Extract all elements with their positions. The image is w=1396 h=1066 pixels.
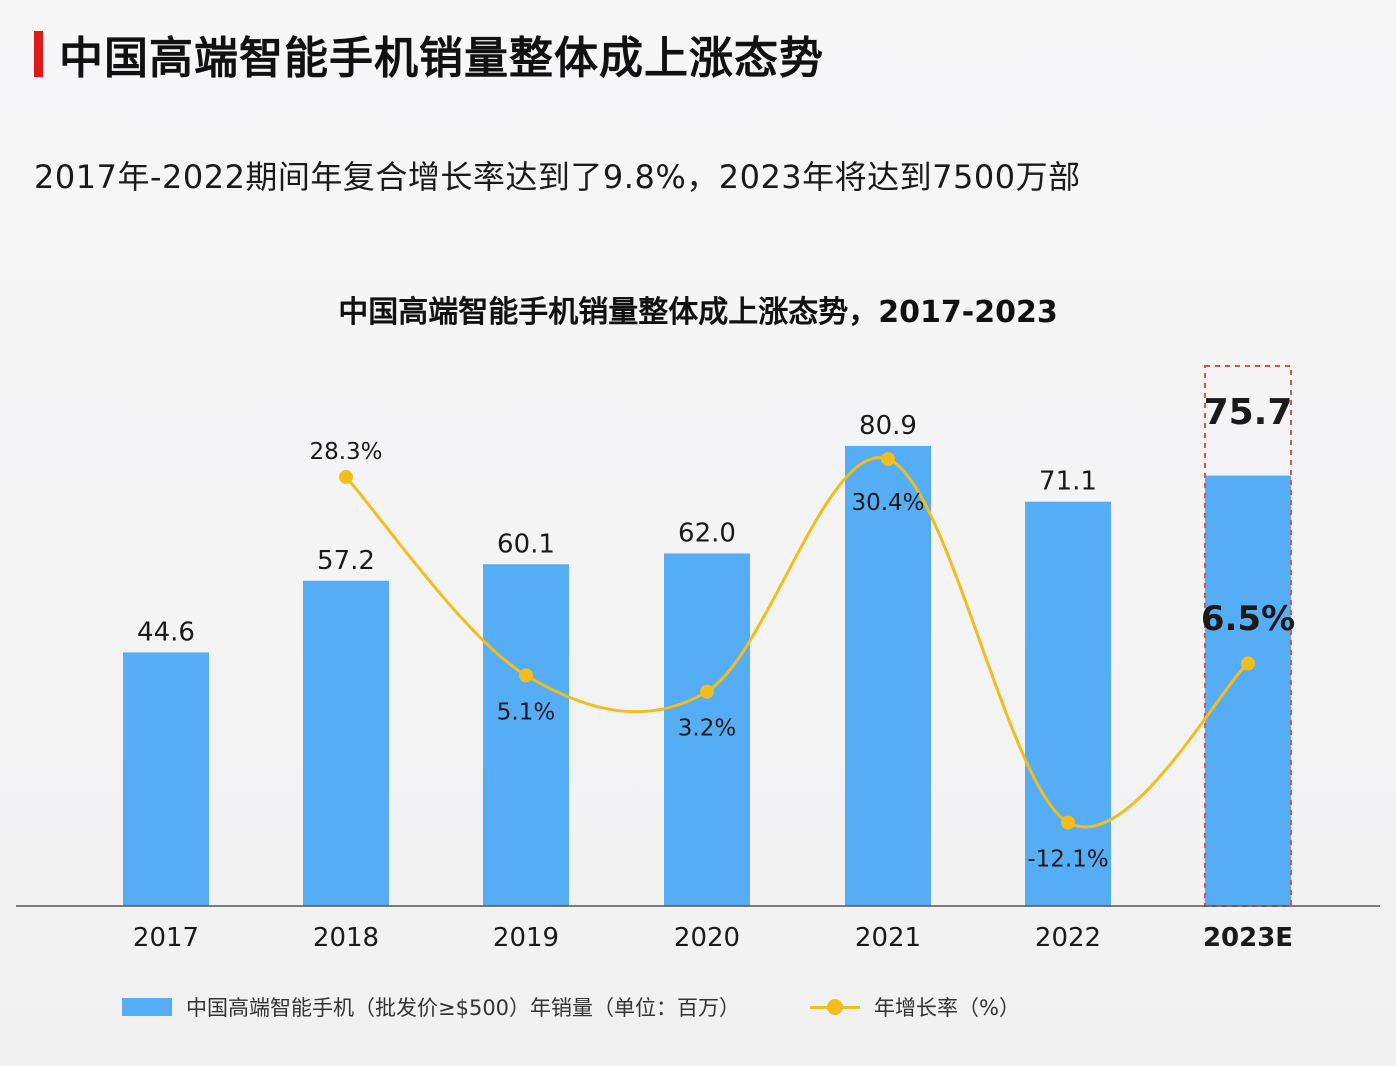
legend-bar-label: 中国高端智能手机（批发价≥$500）年销量（单位：百万） (186, 996, 741, 1020)
bar-2018 (303, 580, 389, 906)
bar-2022 (1025, 501, 1111, 906)
bar-label-2020: 62.0 (678, 518, 736, 548)
growth-point-2022 (1061, 815, 1075, 830)
growth-label-2018: 28.3% (309, 439, 382, 465)
growth-rate-line (344, 456, 1249, 829)
growth-label-2021: 30.4% (851, 490, 924, 516)
legend-line-label: 年增长率（%） (874, 996, 1021, 1020)
page-title: 中国高端智能手机销量整体成上涨态势 (59, 33, 824, 84)
growth-label-2023E: 6.5% (1201, 599, 1295, 639)
growth-point-2023E (1241, 656, 1255, 671)
bar-label-2021: 80.9 (859, 411, 917, 441)
x-tick-2017: 2017 (133, 923, 199, 953)
bar-2021 (845, 446, 931, 906)
growth-point-2018 (339, 470, 353, 485)
x-tick-2021: 2021 (855, 923, 921, 953)
bar-2020 (664, 553, 750, 906)
growth-label-2020: 3.2% (678, 716, 736, 742)
growth-point-2021 (881, 452, 895, 467)
bar-2023E (1205, 475, 1291, 906)
bar-2019 (483, 564, 569, 906)
bar-2017 (123, 652, 209, 906)
page-subtitle: 2017年-2022期间年复合增长率达到了9.8%，2023年将达到7500万部 (34, 158, 1081, 196)
legend-item-bar: 中国高端智能手机（批发价≥$500）年销量（单位：百万） (122, 992, 740, 1022)
bar-label-2023E: 75.7 (1204, 392, 1293, 433)
x-tick-2020: 2020 (674, 923, 740, 953)
legend-bar-swatch (122, 998, 172, 1016)
chart-title: 中国高端智能手机销量整体成上涨态势，2017-2023 (338, 295, 1057, 330)
legend-item-line: 年增长率（%） (740, 992, 1020, 1022)
x-tick-2023E: 2023E (1203, 923, 1293, 953)
highlight-box-2023E (1204, 365, 1292, 907)
growth-label-2019: 5.1% (497, 699, 555, 725)
chart-legend: 中国高端智能手机（批发价≥$500）年销量（单位：百万） 年增长率（%） (122, 992, 1020, 1022)
bar-label-2018: 57.2 (317, 546, 375, 576)
page-header: 中国高端智能手机销量整体成上涨态势 (34, 26, 824, 84)
bar-label-2017: 44.6 (137, 617, 195, 647)
x-tick-2019: 2019 (493, 923, 559, 953)
growth-label-2022: -12.1% (1027, 846, 1108, 872)
x-tick-2022: 2022 (1035, 923, 1101, 953)
bar-label-2019: 60.1 (497, 529, 555, 559)
title-accent-bar (34, 31, 43, 77)
growth-point-2020 (700, 684, 714, 699)
combo-chart: 中国高端智能手机销量整体成上涨态势，2017-2023 44.6 57.2 60.1 6… (16, 295, 1380, 953)
growth-point-2019 (519, 668, 533, 683)
x-tick-2018: 2018 (313, 923, 379, 953)
legend-line-swatch (810, 998, 861, 1016)
bar-label-2022: 71.1 (1039, 467, 1097, 497)
